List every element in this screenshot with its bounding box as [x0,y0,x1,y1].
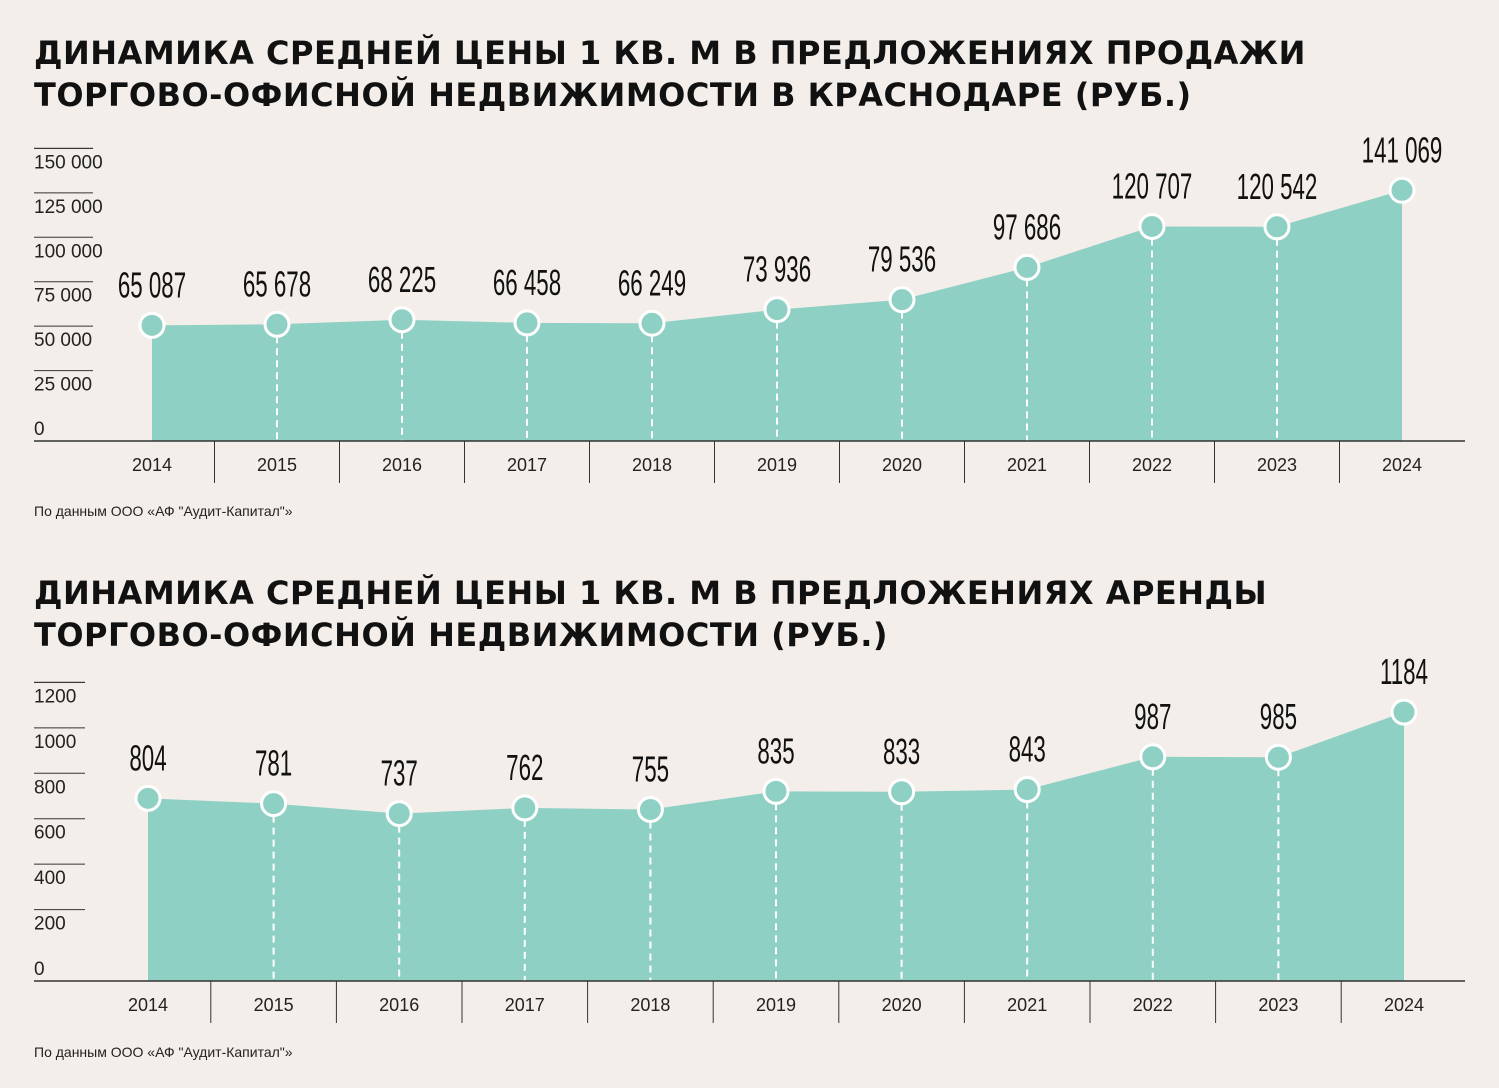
y-tick-label: 1200 [34,686,76,707]
data-point [636,796,664,824]
y-tick-label: 25 000 [34,375,92,396]
data-label: 66 249 [618,264,686,304]
data-point [513,309,541,337]
y-tick-label: 125 000 [34,197,103,218]
x-tick-label: 2021 [1007,995,1047,1015]
sale-chart-svg: 0 25 000 50 000 75 000 100 000 125 000 150 000… [34,131,1465,483]
x-tick-label: 2014 [128,995,168,1015]
chart-title-line-2: ТОРГОВО-ОФИСНОЙ НЕДВИЖИМОСТИ В КРАСНОДАР… [34,76,1192,114]
data-point [762,777,790,805]
source-note: По данным ООО «АФ "Аудит-Капитал"» [34,1044,293,1060]
y-tick-label: 50 000 [34,330,92,351]
data-point [1263,213,1291,241]
data-label: 79 536 [868,240,936,280]
x-tick-label: 2014 [132,455,172,475]
data-label: 781 [255,744,292,784]
chart-block-rent: 0 200 400 600 800 1000 1200 2014 2015 2016 2017 201… [0,540,1499,1088]
data-label: 120 542 [1237,168,1318,208]
data-label: 843 [1009,730,1046,770]
x-tick-label: 2018 [630,995,670,1015]
data-label: 65 087 [118,266,186,306]
data-point [385,800,413,828]
data-label: 755 [632,750,669,790]
x-tick-label: 2017 [505,995,545,1015]
data-point [1139,743,1167,771]
data-point [260,790,288,818]
rent-chart-svg: 0 200 400 600 800 1000 1200 2014 2015 2016 2017 201… [34,653,1465,1023]
y-tick-label: 800 [34,777,66,798]
x-tick-label: 2023 [1257,455,1297,475]
data-point [1388,176,1416,204]
chart-title-line-2: ТОРГОВО-ОФИСНОЙ НЕДВИЖИМОСТИ (РУБ.) [34,616,889,654]
data-label: 835 [757,732,794,772]
data-label: 762 [506,749,543,789]
data-label: 987 [1134,698,1171,738]
data-point [511,794,539,822]
chart-title: ДИНАМИКА СРЕДНЕЙ ЦЕНЫ 1 КВ. М В ПРЕДЛОЖЕ… [34,572,1267,656]
data-label: 737 [381,754,418,794]
area-series [148,712,1404,981]
data-label: 1184 [1380,653,1428,693]
data-point [763,296,791,324]
data-label: 985 [1260,698,1297,738]
x-tick-label: 2017 [507,455,547,475]
chart-block-sale: 0 25 000 50 000 75 000 100 000 125 000 150 000… [0,0,1499,540]
data-point [638,309,666,337]
data-point [138,311,166,339]
x-tick-label: 2018 [632,455,672,475]
chart-title-line-1: ДИНАМИКА СРЕДНЕЙ ЦЕНЫ 1 КВ. М В ПРЕДЛОЖЕ… [34,574,1268,612]
data-label: 804 [129,739,166,779]
x-tick-label: 2023 [1258,995,1298,1015]
chart-title: ДИНАМИКА СРЕДНЕЙ ЦЕНЫ 1 КВ. М В ПРЕДЛОЖЕ… [34,32,1306,116]
x-tick-label: 2024 [1382,455,1422,475]
x-tick-label: 2019 [757,455,797,475]
y-tick-label: 0 [34,959,45,980]
data-point [1264,743,1292,771]
data-point [1390,698,1418,726]
x-tick-label: 2015 [257,455,297,475]
y-tick-label: 0 [34,419,45,440]
data-label: 73 936 [743,250,811,290]
data-label: 141 069 [1362,131,1443,171]
x-tick-label: 2021 [1007,455,1047,475]
chart-title-line-1: ДИНАМИКА СРЕДНЕЙ ЦЕНЫ 1 КВ. М В ПРЕДЛОЖЕ… [34,34,1306,72]
x-tick-label: 2016 [382,455,422,475]
x-tick-label: 2022 [1133,995,1173,1015]
x-tick-label: 2019 [756,995,796,1015]
x-tick-label: 2022 [1132,455,1172,475]
y-tick-label: 100 000 [34,241,103,262]
data-label: 68 225 [368,261,436,301]
data-label: 65 678 [243,265,311,305]
x-tick-label: 2020 [882,995,922,1015]
x-tick-label: 2015 [254,995,294,1015]
y-tick-label: 75 000 [34,286,92,307]
x-tick-label: 2024 [1384,995,1424,1015]
data-point [888,778,916,806]
data-point [1013,776,1041,804]
data-point [888,286,916,314]
data-label: 97 686 [993,208,1061,248]
y-tick-label: 400 [34,868,66,889]
y-tick-label: 1000 [34,732,76,753]
data-point [134,784,162,812]
y-tick-label: 200 [34,914,66,935]
data-point [263,310,291,338]
data-point [1138,212,1166,240]
data-point [388,306,416,334]
data-label: 120 707 [1112,167,1193,207]
x-tick-label: 2020 [882,455,922,475]
data-label: 833 [883,733,920,773]
data-point [1013,253,1041,281]
x-tick-label: 2016 [379,995,419,1015]
source-note: По данным ООО «АФ "Аудит-Капитал"» [34,503,293,519]
data-label: 66 458 [493,264,561,304]
y-tick-label: 150 000 [34,152,103,173]
y-tick-label: 600 [34,823,66,844]
